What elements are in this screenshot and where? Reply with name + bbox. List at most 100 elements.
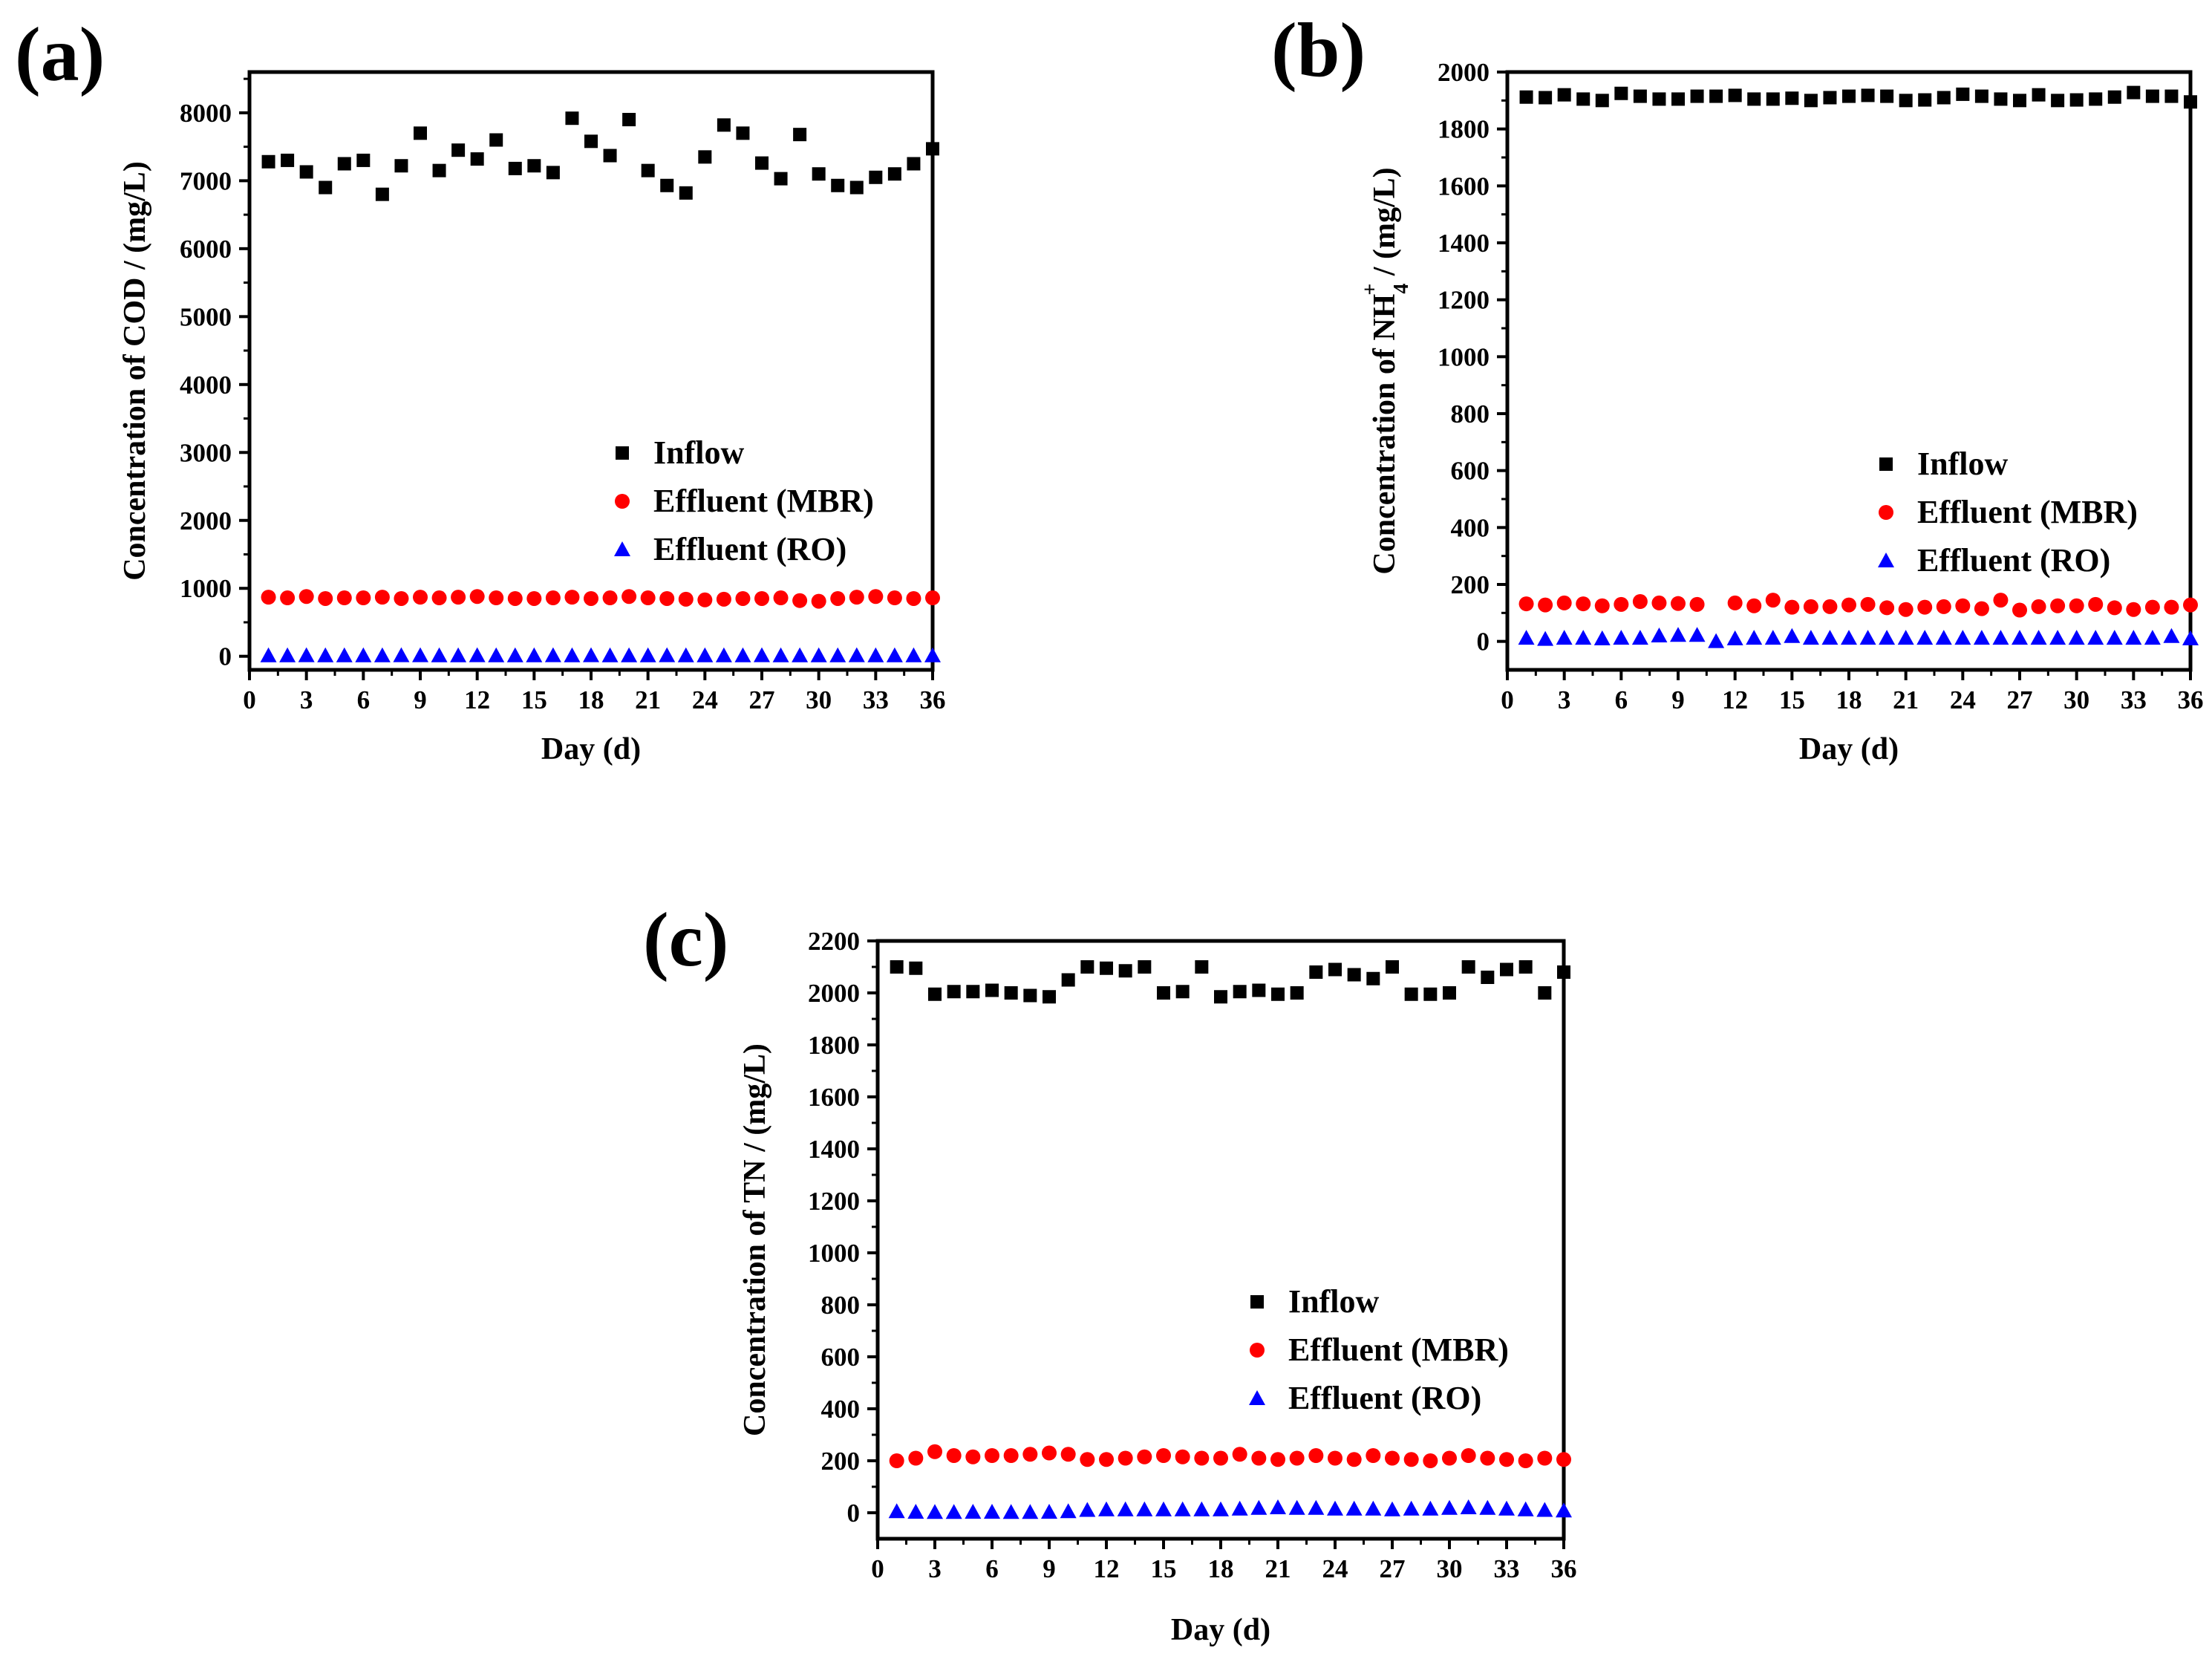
panel-label: (b) (1271, 7, 1366, 93)
data-point (905, 647, 922, 662)
data-point (1652, 92, 1666, 106)
y-axis-title: Concentration of NH4 + / (mg/L) (1359, 167, 1413, 574)
data-point (1288, 1499, 1305, 1515)
data-point (488, 647, 505, 662)
data-point (1175, 985, 1190, 999)
data-point (793, 128, 807, 142)
data-point (1441, 1499, 1458, 1515)
legend-label: Effluent (MBR) (1917, 494, 2138, 530)
legend-marker (1879, 457, 1893, 471)
data-point (506, 647, 523, 662)
data-point (945, 1504, 962, 1519)
x-tick-label: 15 (521, 685, 547, 714)
data-point (908, 1450, 924, 1466)
data-point (489, 590, 504, 606)
data-point (355, 647, 372, 662)
data-point (736, 126, 750, 140)
legend-label: Effluent (RO) (1917, 542, 2110, 579)
data-point (1614, 86, 1628, 100)
x-tick-label: 12 (1722, 685, 1748, 714)
plot-frame (875, 939, 1566, 1541)
data-point (394, 590, 409, 606)
data-point (773, 590, 789, 606)
data-point (451, 143, 466, 157)
y-tick-label: 7000 (180, 166, 232, 195)
y-tick-label: 600 (1451, 457, 1490, 486)
data-point (507, 590, 523, 606)
data-point (1766, 92, 1780, 106)
data-point (924, 647, 941, 662)
data-point (1042, 1445, 1057, 1461)
data-point (1156, 1448, 1171, 1463)
data-point (1918, 93, 1932, 107)
data-point (1384, 1501, 1400, 1516)
x-tick-label: 27 (749, 685, 775, 714)
legend-marker (1879, 505, 1893, 520)
data-point (527, 159, 541, 173)
series-inflow (890, 960, 1570, 1004)
data-point (318, 590, 333, 606)
data-point (984, 1503, 1000, 1519)
data-point (715, 647, 732, 662)
data-point (2144, 630, 2161, 645)
legend-label: Inflow (1288, 1283, 1379, 1320)
data-point (696, 647, 714, 662)
legend: Inflow Effluent (MBR) Effluent (RO) (1249, 1283, 1509, 1416)
chart-panel-c: (c)0 3 6 9 12 15 18 21 24 27 30 33 36020040060080010… (643, 897, 1577, 1647)
data-point (1556, 595, 1572, 610)
data-point (1594, 598, 1610, 613)
x-tick-label: 3 (300, 685, 313, 714)
data-point (374, 590, 390, 605)
data-point (2013, 94, 2026, 108)
data-point (735, 590, 751, 606)
data-point (1593, 630, 1611, 645)
data-point (1746, 630, 1763, 645)
panel-label: (a) (15, 12, 105, 97)
data-point (1709, 89, 1723, 103)
data-point (260, 647, 277, 662)
data-point (1879, 630, 1896, 645)
x-tick-label: 12 (464, 685, 490, 714)
data-point (679, 186, 693, 200)
data-point (1973, 630, 1990, 645)
x-tick-label: 21 (1893, 685, 1919, 714)
data-point (1365, 1500, 1382, 1516)
data-point (1386, 960, 1399, 974)
data-point (1500, 962, 1513, 977)
data-point (792, 647, 809, 662)
legend-marker (616, 446, 629, 460)
y-tick-label: 1800 (808, 1031, 860, 1060)
data-point (1916, 630, 1934, 645)
data-point (1860, 596, 1876, 612)
data-point (2183, 597, 2198, 613)
data-point (1422, 1500, 1439, 1516)
data-point (1079, 1502, 1096, 1517)
y-tick-label: 2200 (808, 927, 860, 956)
data-point (2069, 93, 2084, 107)
data-point (1460, 1499, 1477, 1514)
data-point (1385, 1450, 1400, 1466)
data-point (1041, 1503, 1057, 1519)
data-point (1917, 599, 1933, 615)
y-tick-label: 1200 (1438, 286, 1490, 315)
series-effluent-ro (888, 1499, 1572, 1519)
data-point (678, 591, 694, 607)
data-point (584, 134, 598, 149)
data-point (1327, 1500, 1343, 1516)
data-point (1936, 599, 1951, 614)
data-point (965, 1449, 981, 1464)
data-point (1651, 595, 1667, 610)
data-point (1784, 628, 1801, 643)
x-tick-label: 18 (578, 685, 604, 714)
legend-marker (1878, 553, 1894, 567)
legend: Inflow Effluent (MBR) Effluent (RO) (614, 434, 874, 567)
data-point (2182, 630, 2199, 645)
data-point (1347, 968, 1361, 982)
data-point (601, 647, 619, 662)
series-effluent-ro (1518, 627, 2199, 648)
x-tick-label: 3 (928, 1554, 942, 1583)
data-point (1138, 960, 1152, 974)
legend-label: Effluent (RO) (1288, 1380, 1481, 1416)
data-point (356, 590, 371, 606)
data-point (1879, 600, 1895, 616)
